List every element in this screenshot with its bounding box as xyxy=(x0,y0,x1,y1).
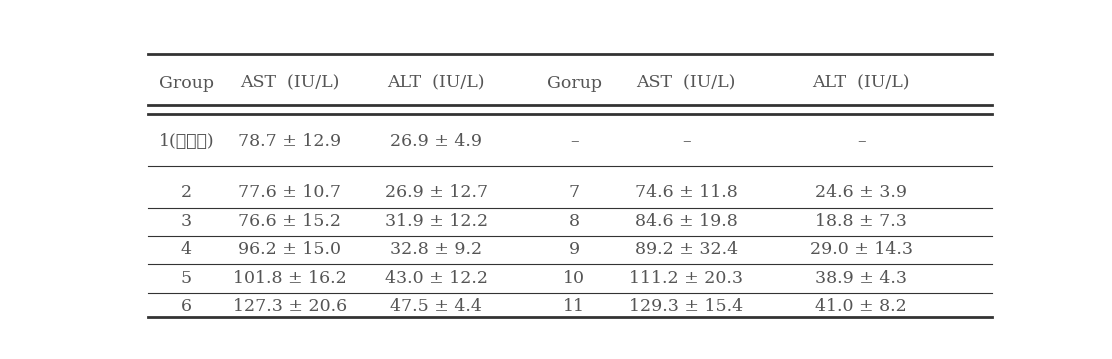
Text: 2: 2 xyxy=(181,185,192,201)
Text: 43.0 ± 12.2: 43.0 ± 12.2 xyxy=(385,270,488,287)
Text: –: – xyxy=(857,133,865,150)
Text: 129.3 ± 15.4: 129.3 ± 15.4 xyxy=(629,298,743,315)
Text: 9: 9 xyxy=(568,241,579,258)
Text: –: – xyxy=(569,133,578,150)
Text: 29.0 ± 14.3: 29.0 ± 14.3 xyxy=(810,241,913,258)
Text: 5: 5 xyxy=(181,270,192,287)
Text: 24.6 ± 3.9: 24.6 ± 3.9 xyxy=(815,185,907,201)
Text: ALT  (IU/L): ALT (IU/L) xyxy=(813,75,910,92)
Text: 111.2 ± 20.3: 111.2 ± 20.3 xyxy=(629,270,743,287)
Text: 76.6 ± 15.2: 76.6 ± 15.2 xyxy=(238,213,341,230)
Text: Gorup: Gorup xyxy=(547,75,602,92)
Text: 3: 3 xyxy=(181,213,192,230)
Text: 101.8 ± 16.2: 101.8 ± 16.2 xyxy=(232,270,347,287)
Text: –: – xyxy=(682,133,691,150)
Text: 7: 7 xyxy=(568,185,579,201)
Text: 32.8 ± 9.2: 32.8 ± 9.2 xyxy=(390,241,483,258)
Text: 47.5 ± 4.4: 47.5 ± 4.4 xyxy=(390,298,483,315)
Text: 6: 6 xyxy=(181,298,192,315)
Text: 78.7 ± 12.9: 78.7 ± 12.9 xyxy=(238,133,341,150)
Text: 31.9 ± 12.2: 31.9 ± 12.2 xyxy=(385,213,488,230)
Text: 89.2 ± 32.4: 89.2 ± 32.4 xyxy=(635,241,737,258)
Text: ALT  (IU/L): ALT (IU/L) xyxy=(388,75,485,92)
Text: 26.9 ± 12.7: 26.9 ± 12.7 xyxy=(385,185,488,201)
Text: 84.6 ± 19.8: 84.6 ± 19.8 xyxy=(635,213,737,230)
Text: AST  (IU/L): AST (IU/L) xyxy=(636,75,736,92)
Text: 41.0 ± 8.2: 41.0 ± 8.2 xyxy=(815,298,907,315)
Text: 1(대조군): 1(대조군) xyxy=(159,133,215,150)
Text: 18.8 ± 7.3: 18.8 ± 7.3 xyxy=(815,213,907,230)
Text: 4: 4 xyxy=(181,241,192,258)
Text: 26.9 ± 4.9: 26.9 ± 4.9 xyxy=(390,133,483,150)
Text: 96.2 ± 15.0: 96.2 ± 15.0 xyxy=(238,241,341,258)
Text: AST  (IU/L): AST (IU/L) xyxy=(240,75,339,92)
Text: 74.6 ± 11.8: 74.6 ± 11.8 xyxy=(635,185,737,201)
Text: 10: 10 xyxy=(563,270,585,287)
Text: 8: 8 xyxy=(568,213,579,230)
Text: 77.6 ± 10.7: 77.6 ± 10.7 xyxy=(238,185,341,201)
Text: Group: Group xyxy=(159,75,214,92)
Text: 11: 11 xyxy=(563,298,585,315)
Text: 127.3 ± 20.6: 127.3 ± 20.6 xyxy=(232,298,347,315)
Text: 38.9 ± 4.3: 38.9 ± 4.3 xyxy=(815,270,907,287)
